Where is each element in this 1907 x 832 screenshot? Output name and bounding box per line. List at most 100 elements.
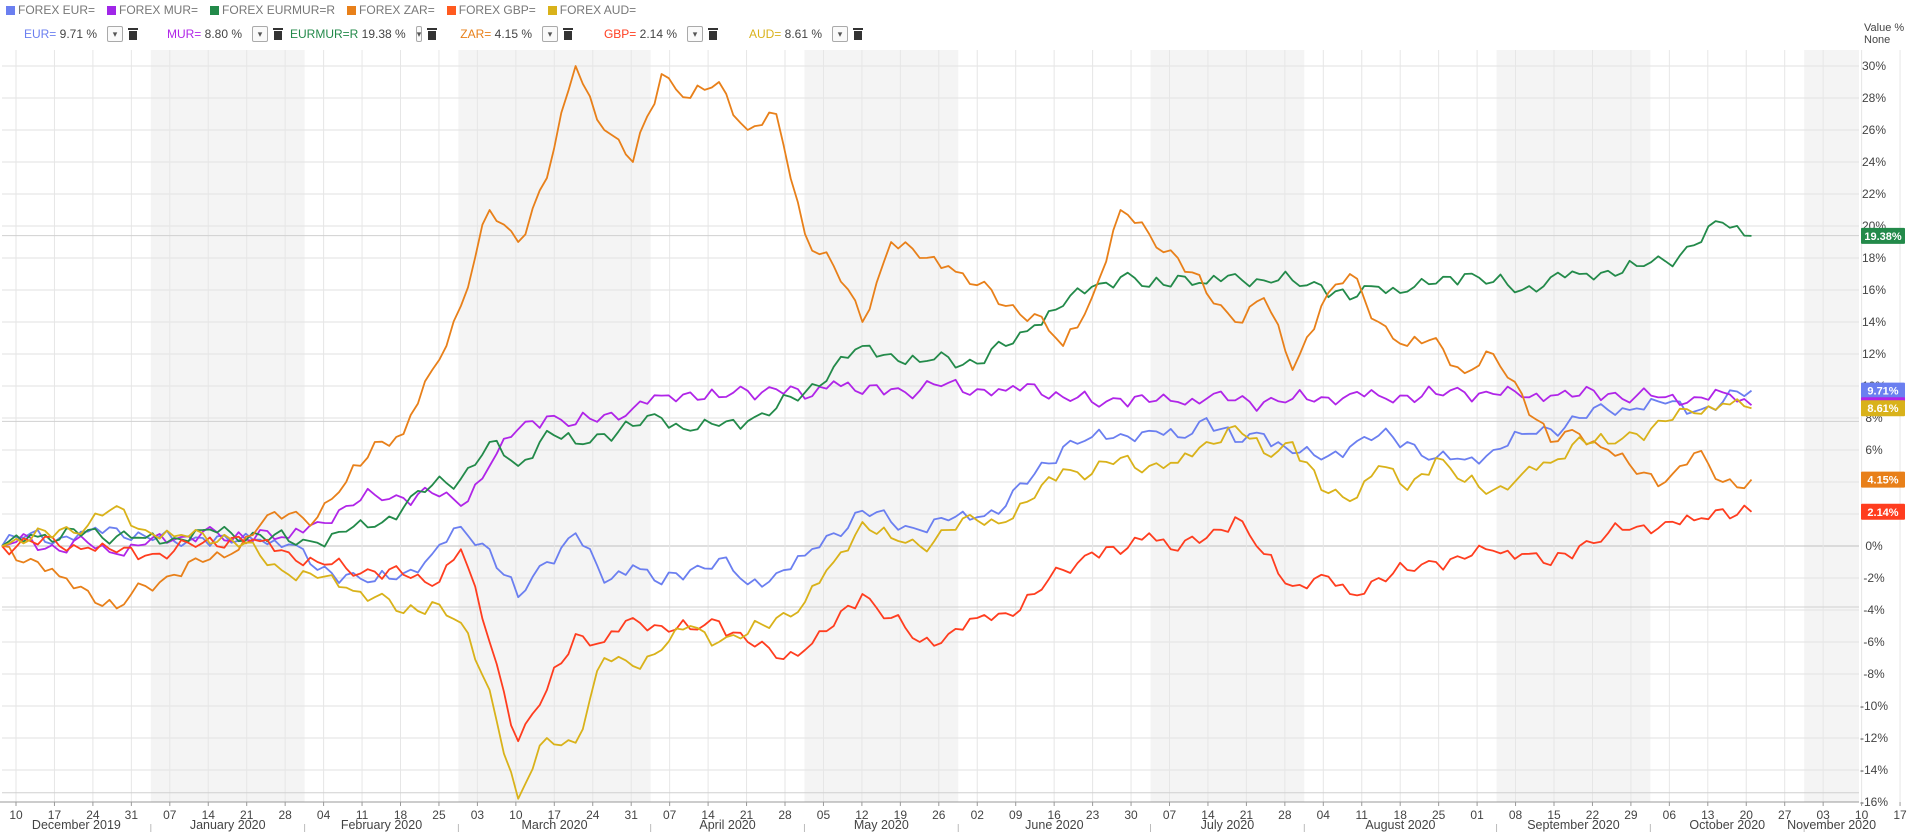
x-tick-label: 08	[1509, 808, 1523, 822]
value-mode-value: None	[1864, 34, 1891, 46]
y-tick-label: 14%	[1862, 315, 1886, 329]
badge-label: 19.38%	[1864, 231, 1902, 243]
series-controls: EUR= 9.71 % ▾ MUR= 8.80 % ▾ EURMUR=R 19.38 %…	[0, 22, 1860, 46]
x-tick-label: 12	[855, 808, 869, 822]
month-label: July 2020	[1201, 818, 1255, 832]
value-mode-label: Value %	[1864, 22, 1905, 34]
trash-icon[interactable]	[562, 27, 574, 41]
x-tick-label: 10	[9, 808, 23, 822]
series-control: ZAR= 4.15 % ▾	[435, 26, 580, 42]
y-tick-label: 30%	[1862, 59, 1886, 73]
chevron-down-icon[interactable]: ▾	[687, 26, 703, 42]
series-lines	[1, 65, 1753, 800]
y-tick-label: 28%	[1862, 91, 1886, 105]
month-band	[1804, 50, 1859, 802]
legend-swatch	[547, 5, 557, 15]
y-tick-label: 6%	[1865, 443, 1883, 457]
month-label: March 2020	[522, 818, 588, 832]
series-control-label: AUD= 8.61 %	[749, 27, 822, 41]
y-tick-label: 0%	[1865, 539, 1883, 553]
series-percent: 2.14 %	[639, 27, 677, 41]
series-line-gbp	[1, 504, 1753, 743]
legend-label: FOREX EURMUR=R	[222, 3, 336, 17]
x-tick-label: 18	[394, 808, 408, 822]
chevron-down-icon[interactable]: ▾	[252, 26, 268, 42]
legend-item[interactable]: FOREX ZAR=	[347, 3, 435, 17]
legend-swatch	[210, 5, 220, 15]
trash-icon[interactable]	[707, 27, 719, 41]
badge-background	[1861, 400, 1905, 417]
y-tick-label: 24%	[1862, 155, 1886, 169]
y-tick-label: -4%	[1863, 603, 1885, 617]
series-name: EUR=	[23, 27, 60, 41]
legend-label: FOREX ZAR=	[359, 3, 435, 17]
chevron-down-icon[interactable]: ▾	[107, 26, 123, 42]
value-mode-header[interactable]: Value % None	[1864, 22, 1904, 46]
chevron-down-icon[interactable]: ▾	[832, 26, 848, 42]
x-tick-label: 05	[817, 808, 831, 822]
x-tick-label: 31	[125, 808, 139, 822]
x-tick-label: 10	[509, 808, 523, 822]
x-tick-label: 19	[894, 808, 908, 822]
x-tick-label: 16	[1047, 808, 1061, 822]
trash-icon[interactable]	[127, 27, 139, 41]
trash-icon[interactable]	[272, 27, 284, 41]
x-tick-label: 04	[317, 808, 331, 822]
series-line-zar	[1, 65, 1753, 610]
x-tick-label: 15	[1547, 808, 1561, 822]
series-control-label: EURMUR=R 19.38 %	[290, 27, 406, 41]
x-tick-label: 10	[1855, 808, 1869, 822]
x-tick-label: 31	[625, 808, 639, 822]
legend-swatch	[107, 5, 117, 15]
legend-item[interactable]: FOREX AUD=	[547, 3, 636, 17]
legend-label: FOREX EUR=	[18, 3, 96, 17]
y-axis: -16%-14%-12%-10%-8%-6%-4%-2%0%2%4%6%8%10…	[1860, 59, 1888, 809]
x-tick-label: 07	[663, 808, 677, 822]
series-percent: 8.61 %	[784, 27, 822, 41]
x-tick-label: 14	[1201, 808, 1215, 822]
x-tick-label: 24	[586, 808, 600, 822]
month-band	[804, 50, 959, 802]
last-value-badge: 9.71%	[1861, 382, 1905, 399]
x-tick-label: 11	[356, 808, 369, 822]
series-line-aud	[1, 398, 1752, 800]
badge-label: 2.14%	[1867, 507, 1898, 519]
last-value-badge: 19.38%	[1861, 227, 1905, 244]
x-tick-label: 22	[1586, 808, 1600, 822]
x-tick-label: 11	[1356, 808, 1369, 822]
trash-icon[interactable]	[852, 27, 864, 41]
x-tick-label: 06	[1663, 808, 1677, 822]
series-control: MUR= 8.80 % ▾	[145, 26, 290, 42]
last-value-badge: 4.15%	[1861, 471, 1905, 488]
series-name: EURMUR=R	[290, 27, 362, 41]
x-tick-label: 09	[1009, 808, 1023, 822]
series-percent: 19.38 %	[361, 27, 406, 41]
chevron-down-icon[interactable]: ▾	[542, 26, 558, 42]
legend-label: FOREX GBP=	[458, 3, 536, 17]
month-label: February 2020	[341, 818, 422, 832]
x-tick-label: 27	[1778, 808, 1792, 822]
series-control-label: EUR= 9.71 %	[24, 27, 97, 41]
chevron-down-icon[interactable]: ▾	[415, 26, 423, 42]
series-name: GBP=	[603, 27, 640, 41]
month-label: September 2020	[1527, 818, 1619, 832]
last-value-badges: 9.71%8.80%19.38%4.15%2.14%8.61%	[1861, 227, 1905, 520]
month-label: April 2020	[699, 818, 755, 832]
y-tick-label: -14%	[1860, 763, 1888, 777]
legend-item[interactable]: FOREX GBP=	[446, 3, 536, 17]
y-tick-label: -10%	[1860, 699, 1888, 713]
series-percent: 9.71 %	[59, 27, 97, 41]
alternating-month-bands	[150, 50, 1859, 802]
x-axis: 10 17 24 31 07 14 21 28 04 11 18 25 03 10 17 24 31 07 14 21…	[0, 801, 1907, 832]
trash-icon[interactable]	[426, 27, 437, 41]
y-tick-label: -6%	[1863, 635, 1885, 649]
x-tick-label: 04	[1317, 808, 1331, 822]
legend-item[interactable]: FOREX EURMUR=R	[210, 3, 335, 17]
legend-item[interactable]: FOREX MUR=	[107, 3, 198, 17]
series-name: ZAR=	[460, 27, 495, 41]
y-tick-label: 16%	[1862, 283, 1886, 297]
badge-label: 4.15%	[1867, 475, 1898, 487]
legend-item[interactable]: FOREX EUR=	[6, 3, 95, 17]
month-band	[150, 50, 305, 802]
